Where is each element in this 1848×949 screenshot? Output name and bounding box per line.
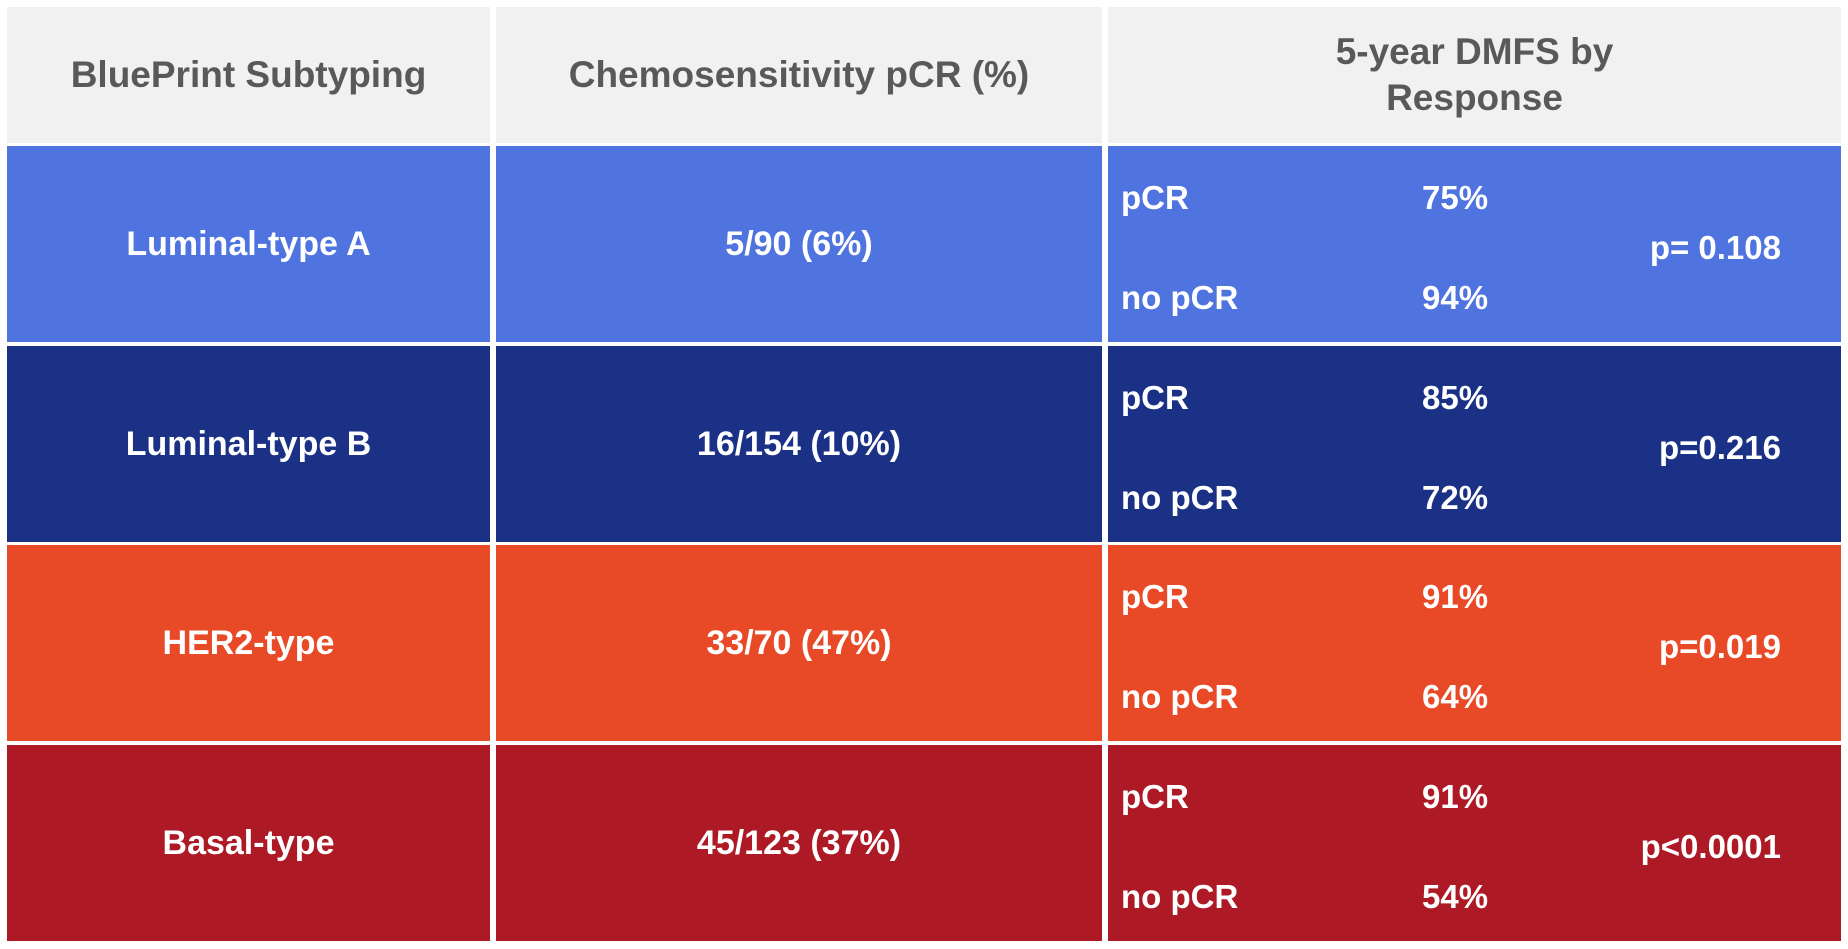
resp1-label: pCR <box>1121 778 1189 815</box>
p-value: p= 0.108 <box>1649 229 1781 266</box>
resp2-value: 64% <box>1422 678 1489 715</box>
header-subtyping: BluePrint Subtyping <box>7 7 490 143</box>
resp1-value: 91% <box>1422 578 1489 615</box>
pcr-cell: 33/70 (47%) <box>496 545 1102 741</box>
header-chemosensitivity-label: Chemosensitivity pCR (%) <box>568 54 1030 95</box>
resp1-value: 85% <box>1422 379 1489 416</box>
pcr-cell: 45/123 (37%) <box>496 745 1102 941</box>
dmfs-cell: pCR 85% no pCR 72% p=0.216 <box>1108 346 1841 542</box>
pcr-value: 16/154 (10%) <box>696 424 902 463</box>
subtype-cell: HER2-type <box>7 545 490 741</box>
resp2-value: 94% <box>1422 279 1489 316</box>
pcr-value: 45/123 (37%) <box>696 823 902 862</box>
subtype-cell: Luminal-type B <box>7 346 490 542</box>
subtype-cell: Luminal-type A <box>7 146 490 342</box>
pcr-value: 5/90 (6%) <box>725 224 873 263</box>
p-value: p=0.019 <box>1658 628 1781 665</box>
header-dmfs-line1: 5-year DMFS by <box>1335 31 1614 72</box>
resp1-label: pCR <box>1121 379 1189 416</box>
resp1-value: 75% <box>1422 179 1489 216</box>
header-dmfs-line2: Response <box>1386 77 1563 118</box>
p-value: p<0.0001 <box>1640 828 1781 865</box>
header-subtyping-label: BluePrint Subtyping <box>70 54 427 95</box>
subtype-label: Luminal-type A <box>126 224 371 263</box>
subtype-label: HER2-type <box>162 623 335 662</box>
dmfs-cell: pCR 91% no pCR 54% p<0.0001 <box>1108 745 1841 941</box>
pcr-cell: 5/90 (6%) <box>496 146 1102 342</box>
pcr-cell: 16/154 (10%) <box>496 346 1102 542</box>
resp1-label: pCR <box>1121 179 1189 216</box>
subtype-label: Luminal-type B <box>125 424 372 463</box>
resp2-label: no pCR <box>1121 678 1239 715</box>
resp2-label: no pCR <box>1121 279 1239 316</box>
subtype-cell: Basal-type <box>7 745 490 941</box>
dmfs-cell: pCR 91% no pCR 64% p=0.019 <box>1108 545 1841 741</box>
subtype-label: Basal-type <box>162 823 335 862</box>
resp2-value: 72% <box>1422 479 1489 516</box>
header-dmfs: 5-year DMFS by Response <box>1108 7 1841 143</box>
resp1-label: pCR <box>1121 578 1189 615</box>
resp2-value: 54% <box>1422 878 1489 915</box>
pcr-value: 33/70 (47%) <box>706 623 892 662</box>
resp2-label: no pCR <box>1121 479 1239 516</box>
resp2-label: no pCR <box>1121 878 1239 915</box>
p-value: p=0.216 <box>1658 429 1781 466</box>
dmfs-cell: pCR 75% no pCR 94% p= 0.108 <box>1108 146 1841 342</box>
header-chemosensitivity: Chemosensitivity pCR (%) <box>496 7 1102 143</box>
resp1-value: 91% <box>1422 778 1489 815</box>
